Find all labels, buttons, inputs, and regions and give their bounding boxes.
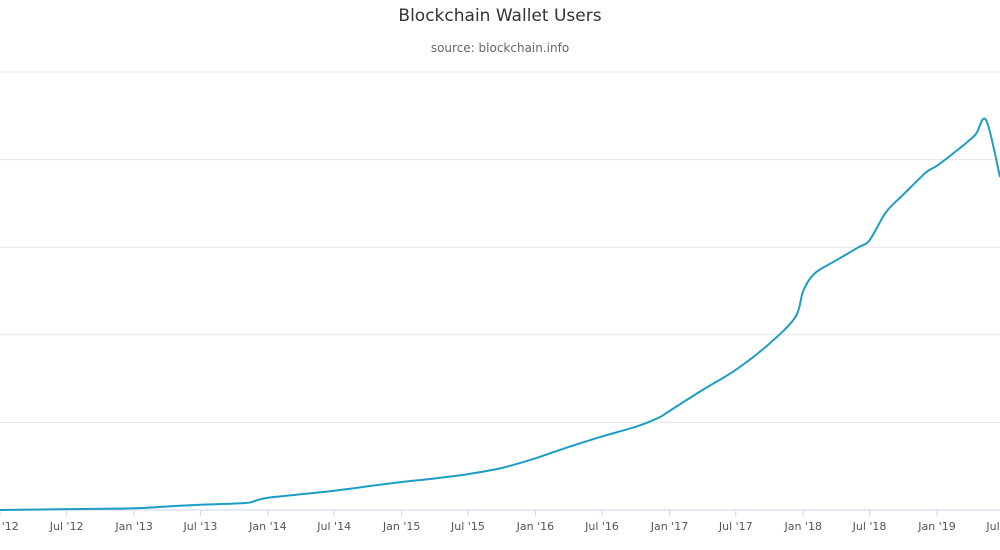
x-tick-label-5: Jul '14 bbox=[316, 520, 351, 533]
x-tick-label-8: Jan '16 bbox=[516, 520, 554, 533]
x-tick-label-7: Jul '15 bbox=[450, 520, 485, 533]
x-tick-label-13: Jul '18 bbox=[852, 520, 887, 533]
x-axis: Jan '12 Jul '12 Jan '13 Jul '13 Jan '14 Jul '… bbox=[0, 510, 1000, 533]
x-tick-label-6: Jan '15 bbox=[382, 520, 420, 533]
x-tick-label-12: Jan '18 bbox=[783, 520, 821, 533]
x-tick-label-15: Jul '19 bbox=[985, 520, 1000, 533]
x-tick-label-1: Jul '12 bbox=[49, 520, 84, 533]
chart-subtitle: source: blockchain.info bbox=[430, 41, 570, 55]
x-tick-label-4: Jan '14 bbox=[248, 520, 286, 533]
x-tick-label-9: Jul '16 bbox=[584, 520, 619, 533]
x-tick-label-3: Jul '13 bbox=[183, 520, 218, 533]
gridlines bbox=[0, 71, 1000, 511]
series-line-0 bbox=[0, 117, 1000, 511]
x-tick-label-14: Jan '19 bbox=[917, 520, 955, 533]
x-tick-label-10: Jan '17 bbox=[650, 520, 688, 533]
chart-title: Blockchain Wallet Users bbox=[398, 6, 602, 26]
x-tick-label-2: Jan '13 bbox=[114, 520, 152, 533]
x-tick-label-11: Jul '17 bbox=[718, 520, 753, 533]
series-group bbox=[0, 117, 1000, 511]
x-tick-label-0: Jan '12 bbox=[0, 520, 19, 533]
